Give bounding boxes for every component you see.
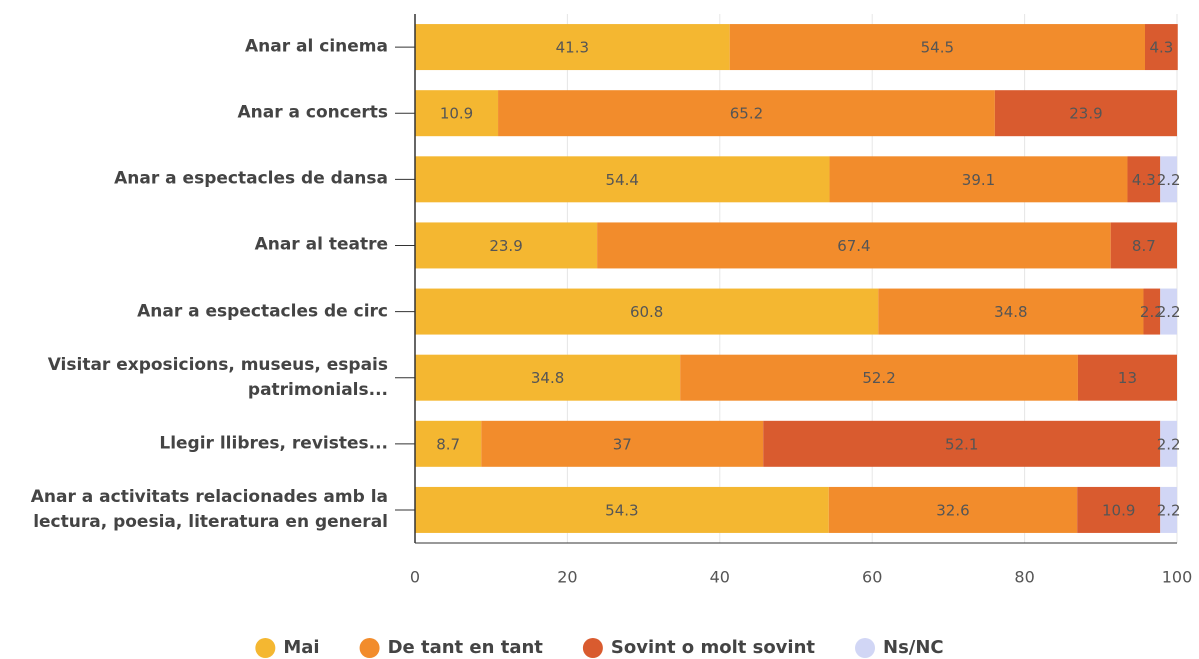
bar-segment (1127, 156, 1161, 203)
data-label: 54.3 (605, 501, 638, 519)
data-label: 10.9 (440, 105, 473, 123)
y-tick-label: Anar a espectacles de circ (137, 301, 388, 322)
bar-segment (878, 288, 1144, 335)
data-label: 67.4 (837, 237, 870, 255)
y-tick-label: Anar al cinema (245, 36, 388, 57)
y-tick-label: Llegir llibres, revistes... (159, 433, 388, 454)
bar-segment (481, 420, 764, 467)
data-label: 34.8 (994, 303, 1027, 321)
y-tick-label: Anar a espectacles de dansa (114, 168, 388, 189)
data-label: 2.2 (1157, 303, 1181, 321)
legend-label: Sovint o molt sovint (611, 637, 816, 658)
bar-segment (680, 354, 1078, 401)
data-label: 54.5 (921, 39, 954, 57)
data-label: 60.8 (630, 303, 663, 321)
legend-label: Ns/NC (883, 637, 944, 658)
data-label: 4.3 (1132, 171, 1156, 189)
legend-marker (359, 638, 380, 658)
bar-segment (415, 486, 829, 533)
x-tick-label: 20 (557, 568, 577, 587)
bar-segment (415, 420, 482, 467)
bar-segment (1144, 24, 1178, 71)
data-label: 2.2 (1157, 435, 1181, 453)
y-tick-label: Anar a concerts (237, 102, 388, 123)
bar-segment (1160, 156, 1177, 203)
data-label: 52.2 (862, 369, 895, 387)
bar-segment (415, 156, 830, 203)
data-label: 13 (1118, 369, 1137, 387)
bar-segment (1110, 222, 1177, 269)
x-tick-label: 100 (1162, 568, 1193, 587)
legend-label: De tant en tant (388, 637, 544, 658)
y-tick-label: Visitar exposicions, museus, espais patr… (47, 354, 388, 400)
data-label: 34.8 (531, 369, 564, 387)
x-tick-label: 40 (710, 568, 730, 587)
data-label: 65.2 (730, 105, 763, 123)
bar-segment (1143, 288, 1161, 335)
data-label: 23.9 (489, 237, 522, 255)
data-label: 2.2 (1140, 303, 1164, 321)
x-tick-label: 0 (410, 568, 420, 587)
legend-label: Mai (283, 637, 319, 658)
bar-segment (828, 486, 1078, 533)
bar-segment (1160, 486, 1177, 533)
bar-segment (415, 24, 730, 71)
data-label: 54.4 (606, 171, 639, 189)
legend-marker (855, 638, 876, 658)
bar-segment (498, 90, 995, 137)
y-tick-label: Anar a activitats relacionades amb la le… (30, 486, 388, 532)
data-label: 52.1 (945, 435, 978, 453)
legend-marker (255, 638, 276, 658)
data-label: 2.2 (1157, 171, 1181, 189)
data-label: 41.3 (556, 39, 589, 57)
data-label: 2.2 (1157, 501, 1181, 519)
data-label: 32.6 (936, 501, 969, 519)
legend-marker (582, 638, 603, 658)
data-label: 10.9 (1102, 501, 1135, 519)
data-label: 8.7 (436, 435, 460, 453)
bar-segment (415, 222, 598, 269)
x-tick-label: 80 (1014, 568, 1034, 587)
data-label: 23.9 (1069, 105, 1102, 123)
bar-segment (729, 24, 1145, 71)
data-label: 39.1 (962, 171, 995, 189)
bar-segment (1160, 288, 1177, 335)
data-label: 8.7 (1132, 237, 1156, 255)
bar-segment (1077, 354, 1177, 401)
bar-segment (415, 354, 681, 401)
x-tick-label: 60 (862, 568, 882, 587)
bar-segment (415, 288, 879, 335)
bar-segment (597, 222, 1111, 269)
bar-segment (763, 420, 1161, 467)
bar-segment (994, 90, 1177, 137)
legend: Mai De tant en tant Sovint o molt sovint Ns… (255, 637, 944, 658)
bar-segment (829, 156, 1128, 203)
data-label: 37 (613, 435, 632, 453)
bar-segment (415, 90, 499, 137)
y-tick-label: Anar al teatre (254, 234, 388, 255)
bar-segment (1160, 420, 1177, 467)
data-label: 4.3 (1149, 39, 1173, 57)
bar-segment (1077, 486, 1161, 533)
